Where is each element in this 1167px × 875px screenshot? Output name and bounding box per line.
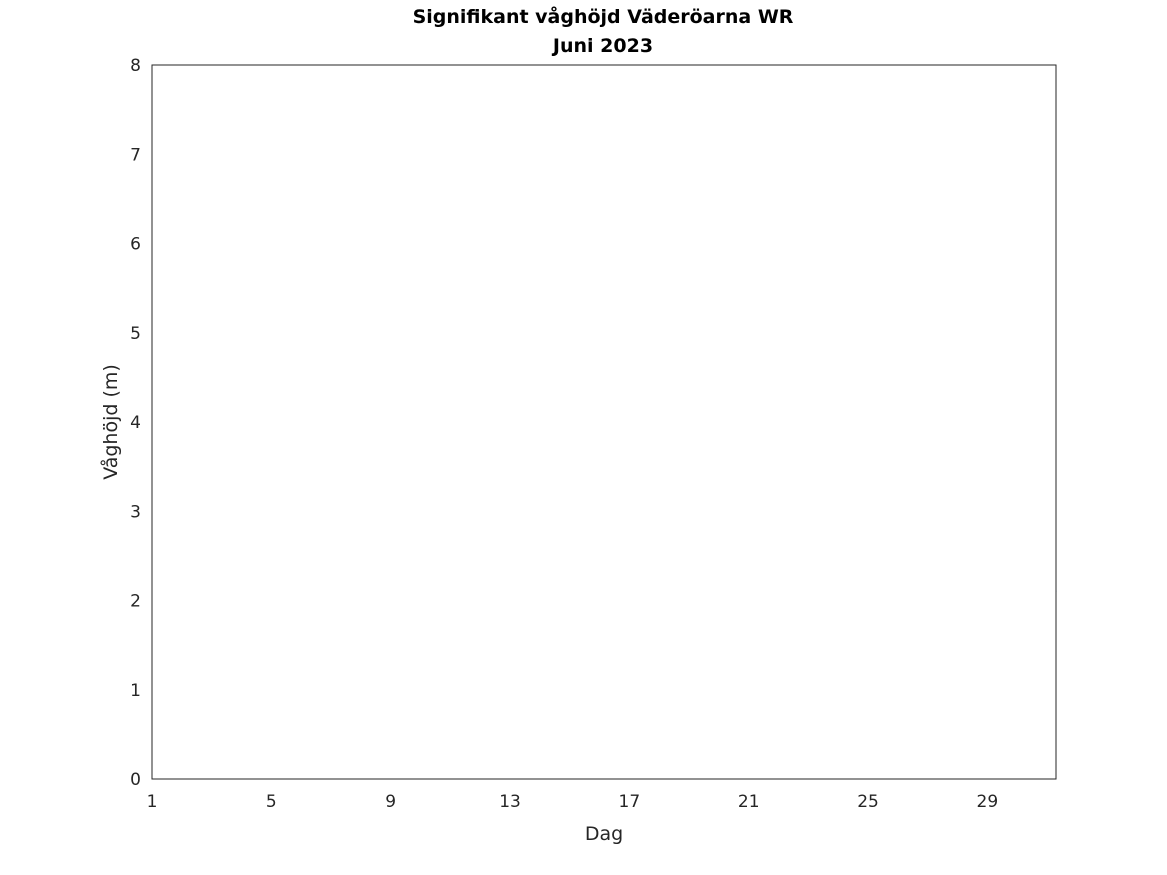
x-tick-label: 21 xyxy=(738,792,760,812)
y-tick-label: 0 xyxy=(130,770,141,790)
x-tick-label: 13 xyxy=(499,792,521,812)
chart-subtitle: Juni 2023 xyxy=(551,35,653,57)
y-axis-label: Våghöjd (m) xyxy=(99,364,122,480)
y-tick-label: 1 xyxy=(130,681,141,701)
x-tick-label: 25 xyxy=(857,792,879,812)
y-tick-label: 7 xyxy=(130,145,141,165)
chart-title: Signifikant våghöjd Väderöarna WR xyxy=(413,4,794,28)
y-tick-label: 5 xyxy=(130,324,141,344)
x-tick-label: 9 xyxy=(385,792,396,812)
x-tick-label: 1 xyxy=(147,792,158,812)
y-tick-label: 8 xyxy=(130,56,141,76)
y-tick-label: 4 xyxy=(130,413,141,433)
x-tick-label: 5 xyxy=(266,792,277,812)
plot-frame xyxy=(151,64,1057,780)
y-tick-label: 2 xyxy=(130,592,141,612)
y-tick-label: 3 xyxy=(130,502,141,522)
x-axis-label: Dag xyxy=(585,823,623,845)
x-tick-label: 17 xyxy=(619,792,641,812)
y-tick-label: 6 xyxy=(130,235,141,255)
x-tick-label: 29 xyxy=(977,792,999,812)
